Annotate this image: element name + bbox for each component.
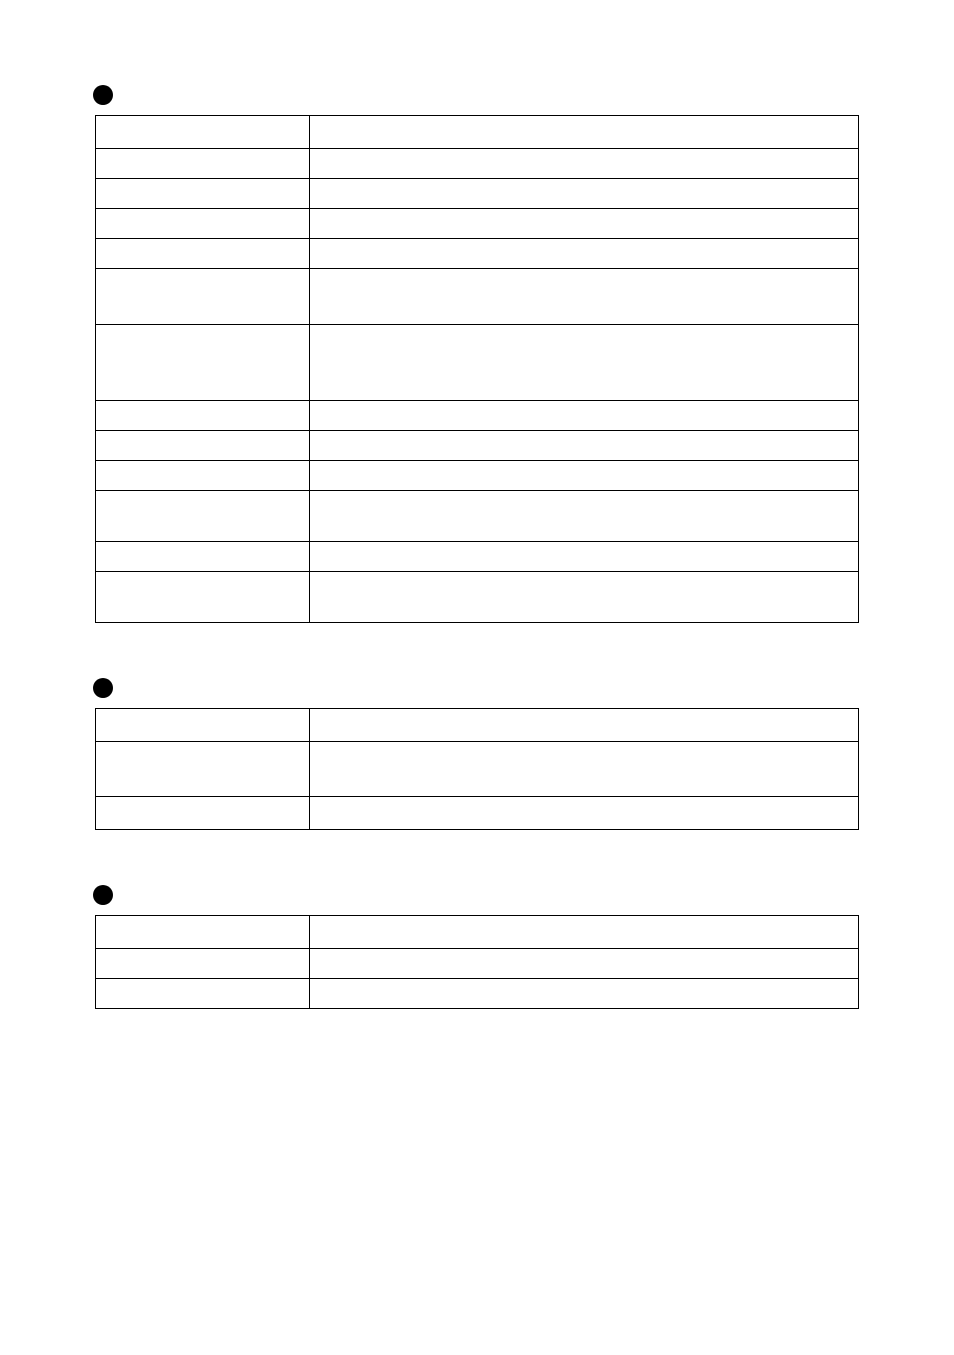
cell — [96, 116, 310, 149]
cell — [309, 179, 858, 209]
cell — [309, 239, 858, 269]
cell — [96, 401, 310, 431]
cell — [309, 491, 858, 542]
cell — [96, 149, 310, 179]
cell — [96, 239, 310, 269]
table-row — [96, 209, 859, 239]
table-row — [96, 979, 859, 1009]
cell — [96, 572, 310, 623]
section-1 — [95, 85, 859, 623]
cell — [96, 491, 310, 542]
cell — [309, 149, 858, 179]
table-row — [96, 709, 859, 742]
cell — [96, 949, 310, 979]
cell — [96, 209, 310, 239]
table-3 — [95, 915, 859, 1009]
table-2 — [95, 708, 859, 830]
cell — [309, 431, 858, 461]
cell — [309, 269, 858, 325]
cell — [309, 325, 858, 401]
cell — [309, 401, 858, 431]
cell — [309, 742, 858, 797]
cell — [96, 325, 310, 401]
cell — [309, 209, 858, 239]
cell — [96, 269, 310, 325]
cell — [309, 709, 858, 742]
table-row — [96, 461, 859, 491]
cell — [96, 431, 310, 461]
section-2 — [95, 678, 859, 830]
cell — [96, 542, 310, 572]
table-row — [96, 325, 859, 401]
table-row — [96, 239, 859, 269]
table-row — [96, 542, 859, 572]
table-row — [96, 797, 859, 830]
cell — [309, 572, 858, 623]
table-row — [96, 491, 859, 542]
table-1 — [95, 115, 859, 623]
cell — [309, 116, 858, 149]
bullet-icon — [93, 885, 113, 905]
table-row — [96, 431, 859, 461]
table-row — [96, 149, 859, 179]
section-3 — [95, 885, 859, 1009]
cell — [96, 916, 310, 949]
table-row — [96, 401, 859, 431]
table-row — [96, 269, 859, 325]
table-row — [96, 916, 859, 949]
cell — [309, 949, 858, 979]
cell — [96, 742, 310, 797]
cell — [96, 179, 310, 209]
cell — [96, 461, 310, 491]
table-row — [96, 572, 859, 623]
cell — [309, 542, 858, 572]
cell — [309, 916, 858, 949]
cell — [96, 709, 310, 742]
cell — [96, 797, 310, 830]
cell — [309, 979, 858, 1009]
cell — [309, 797, 858, 830]
bullet-icon — [93, 678, 113, 698]
section-2-header — [95, 678, 859, 698]
cell — [96, 979, 310, 1009]
table-row — [96, 116, 859, 149]
table-row — [96, 742, 859, 797]
table-row — [96, 949, 859, 979]
section-1-header — [95, 85, 859, 105]
bullet-icon — [93, 85, 113, 105]
table-row — [96, 179, 859, 209]
section-3-header — [95, 885, 859, 905]
cell — [309, 461, 858, 491]
